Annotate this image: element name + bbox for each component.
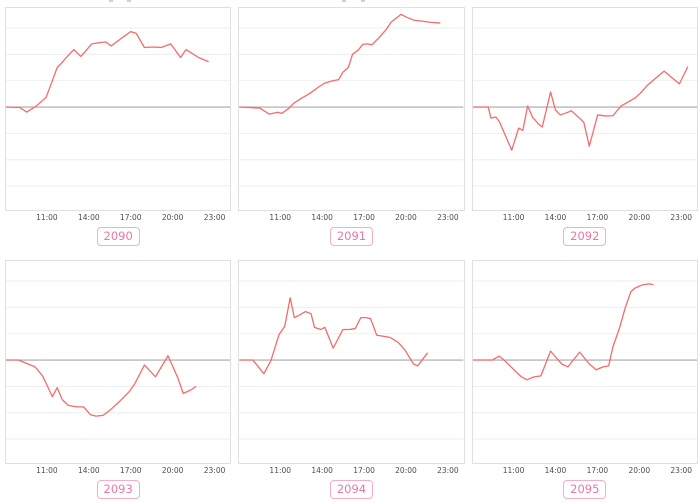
chart-cell-2094: 11:00 14:00 17:00 20:00 23:00 2094: [238, 260, 465, 502]
x-tick-label: 14:00: [311, 466, 333, 475]
x-tick-label: 20:00: [161, 213, 184, 222]
cropped-title-fragment: [238, 0, 464, 7]
x-tick-label: 23:00: [203, 213, 226, 222]
station-id-badge[interactable]: 2095: [563, 480, 607, 499]
line-chart-2091: [239, 13, 464, 187]
series-line: [6, 31, 209, 113]
chart-label-row: 2090: [5, 224, 231, 249]
x-tick-label: 23:00: [670, 466, 693, 475]
chart-panel: [238, 7, 465, 211]
cropped-title-fragment: [472, 0, 698, 7]
station-id-badge[interactable]: 2091: [329, 227, 374, 246]
x-tick-label: 17:00: [353, 213, 375, 222]
x-tick-label: 11:00: [36, 466, 58, 475]
x-tick-label: 20:00: [395, 213, 417, 222]
x-axis-ticks: 11:00 14:00 17:00 20:00 23:00: [472, 211, 698, 224]
line-chart-2095: [472, 280, 697, 440]
x-tick-label: 17:00: [119, 213, 142, 222]
x-tick-label: 14:00: [544, 213, 567, 222]
station-id-badge[interactable]: 2092: [563, 227, 607, 246]
chart-label-row: 2094: [238, 477, 464, 502]
series-line: [472, 283, 654, 381]
line-chart-2093: [6, 280, 231, 440]
chart-label-row: 2091: [238, 224, 464, 249]
chart-label-row: 2092: [472, 224, 698, 249]
x-tick-label: 20:00: [161, 466, 184, 475]
x-axis-ticks: 11:00 14:00 17:00 20:00 23:00: [5, 464, 231, 477]
station-id-badge[interactable]: 2094: [329, 480, 374, 499]
x-tick-label: 14:00: [78, 213, 100, 222]
chart-panel: [5, 7, 232, 211]
x-tick-label: 17:00: [353, 466, 375, 475]
line-chart-2092: [472, 27, 697, 187]
x-tick-label: 14:00: [311, 213, 333, 222]
series-line: [239, 13, 441, 115]
x-tick-label: 17:00: [586, 466, 609, 475]
cropped-title-fragment: [5, 0, 231, 7]
x-axis-ticks: 11:00 14:00 17:00 20:00 23:00: [238, 211, 464, 224]
x-tick-label: 23:00: [670, 213, 693, 222]
chart-label-row: 2093: [5, 477, 231, 502]
x-tick-label: 14:00: [78, 466, 100, 475]
line-chart-2090: [6, 27, 231, 187]
x-tick-label: 17:00: [119, 466, 142, 475]
chart-cell-2095: 11:00 14:00 17:00 20:00 23:00 2095: [471, 260, 698, 502]
series-line: [6, 355, 197, 417]
x-tick-label: 20:00: [628, 213, 651, 222]
chart-label-row: 2095: [472, 477, 698, 502]
station-id-badge[interactable]: 2093: [96, 480, 140, 499]
x-tick-label: 11:00: [269, 466, 292, 475]
chart-cell-2092: 11:00 14:00 17:00 20:00 23:00 2092: [471, 0, 698, 249]
x-tick-label: 20:00: [395, 466, 417, 475]
x-tick-label: 20:00: [628, 466, 651, 475]
x-tick-label: 11:00: [36, 213, 58, 222]
x-tick-label: 11:00: [502, 466, 525, 475]
series-line: [472, 66, 688, 151]
x-axis-ticks: 11:00 14:00 17:00 20:00 23:00: [472, 464, 698, 477]
chart-cell-2091: 11:00 14:00 17:00 20:00 23:00 2091: [238, 0, 465, 249]
x-axis-ticks: 11:00 14:00 17:00 20:00 23:00: [238, 464, 464, 477]
chart-panel: [471, 7, 698, 211]
line-chart-2094: [239, 280, 464, 440]
series-line: [240, 297, 429, 375]
x-tick-label: 23:00: [203, 466, 226, 475]
chart-panel: [5, 260, 232, 464]
chart-panel: [238, 260, 465, 464]
x-tick-label: 23:00: [437, 213, 459, 222]
x-tick-label: 11:00: [269, 213, 292, 222]
x-tick-label: 11:00: [502, 213, 525, 222]
chart-panel: [471, 260, 698, 464]
chart-cell-2093: 11:00 14:00 17:00 20:00 23:00 2093: [5, 260, 232, 502]
x-axis-ticks: 11:00 14:00 17:00 20:00 23:00: [5, 211, 231, 224]
x-tick-label: 14:00: [544, 466, 567, 475]
x-tick-label: 17:00: [586, 213, 609, 222]
station-id-badge[interactable]: 2090: [96, 227, 140, 246]
x-tick-label: 23:00: [437, 466, 459, 475]
chart-cell-2090: 11:00 14:00 17:00 20:00 23:00 2090: [5, 0, 232, 249]
